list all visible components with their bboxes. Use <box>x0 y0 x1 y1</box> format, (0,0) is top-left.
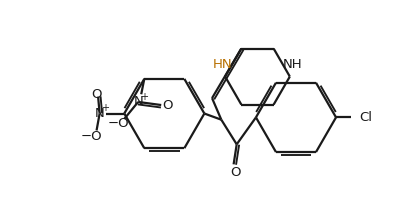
Text: O: O <box>230 166 241 179</box>
Text: O: O <box>91 88 102 101</box>
Text: Cl: Cl <box>359 111 372 124</box>
Text: −O: −O <box>81 130 103 143</box>
Text: O: O <box>162 99 173 112</box>
Text: HN: HN <box>213 58 232 70</box>
Text: +: + <box>101 103 109 113</box>
Text: N: N <box>133 95 143 109</box>
Text: +: + <box>140 91 148 102</box>
Text: N: N <box>95 107 105 120</box>
Text: NH: NH <box>283 58 302 70</box>
Text: −O: −O <box>107 117 129 130</box>
